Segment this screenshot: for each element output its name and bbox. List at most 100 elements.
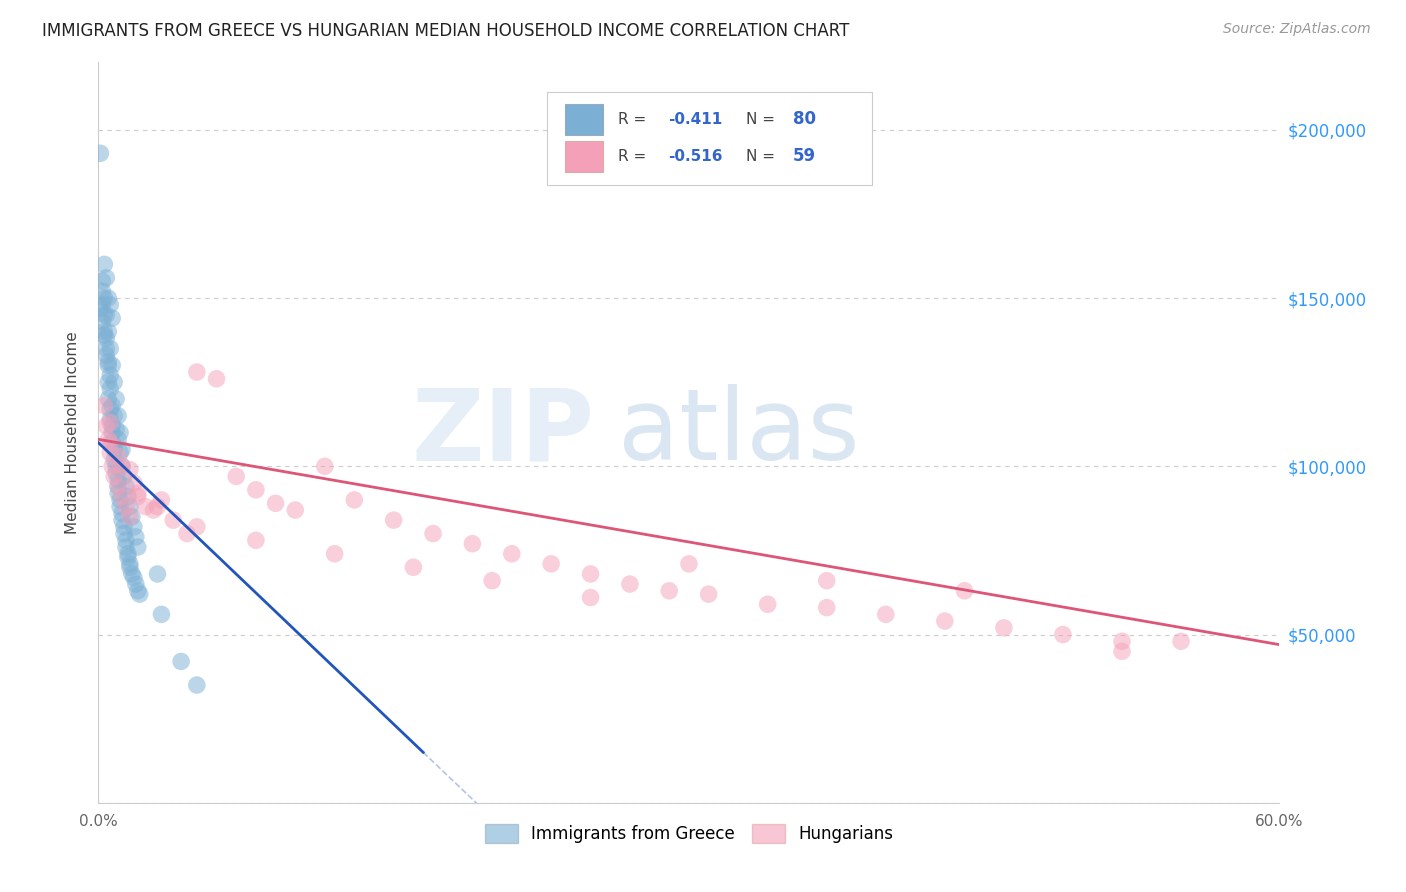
Point xyxy=(619,577,641,591)
Point xyxy=(108,492,131,507)
Point xyxy=(103,452,125,467)
Point xyxy=(314,459,336,474)
Point xyxy=(343,492,366,507)
Text: R =: R = xyxy=(619,112,651,127)
Point xyxy=(579,566,602,581)
Point xyxy=(122,476,145,491)
Point xyxy=(756,597,779,611)
Point xyxy=(127,540,149,554)
Point xyxy=(875,607,897,622)
Point xyxy=(111,513,134,527)
Point xyxy=(93,328,115,343)
Point xyxy=(934,614,956,628)
Point xyxy=(105,459,128,474)
Point xyxy=(93,399,115,413)
Point xyxy=(112,520,135,534)
Point xyxy=(111,507,134,521)
Point xyxy=(461,536,484,550)
Point xyxy=(540,557,562,571)
Point xyxy=(118,462,141,476)
Point xyxy=(284,503,307,517)
Point xyxy=(115,540,138,554)
Point xyxy=(107,479,129,493)
Point xyxy=(162,513,184,527)
Point xyxy=(96,270,118,285)
Point xyxy=(176,526,198,541)
Point xyxy=(118,560,141,574)
Point xyxy=(118,509,141,524)
Point xyxy=(501,547,523,561)
Point xyxy=(112,526,135,541)
Point xyxy=(108,500,131,514)
Point xyxy=(103,442,125,457)
Point xyxy=(107,409,129,423)
Point xyxy=(98,412,121,426)
Point xyxy=(382,513,405,527)
Point xyxy=(127,490,149,504)
Point xyxy=(121,566,143,581)
Text: 80: 80 xyxy=(793,111,815,128)
Point xyxy=(117,547,139,561)
Point xyxy=(678,557,700,571)
Point xyxy=(108,425,131,440)
Point xyxy=(170,655,193,669)
Point xyxy=(96,418,118,433)
Point xyxy=(98,435,121,450)
Point xyxy=(422,526,444,541)
Point xyxy=(186,678,208,692)
Text: atlas: atlas xyxy=(619,384,859,481)
Point xyxy=(91,274,114,288)
Point xyxy=(91,285,114,299)
Point xyxy=(245,533,267,548)
Text: N =: N = xyxy=(745,112,779,127)
Point xyxy=(89,301,111,315)
Point xyxy=(101,399,124,413)
Point xyxy=(815,600,838,615)
FancyBboxPatch shape xyxy=(565,103,603,135)
Point xyxy=(96,308,118,322)
FancyBboxPatch shape xyxy=(547,92,872,185)
Point xyxy=(402,560,425,574)
Point xyxy=(245,483,267,497)
Point xyxy=(93,308,115,322)
Point xyxy=(1052,627,1074,641)
Point xyxy=(815,574,838,588)
Point xyxy=(107,479,129,493)
Point xyxy=(150,607,173,622)
Point xyxy=(125,577,148,591)
Point xyxy=(97,375,120,389)
Point xyxy=(111,459,134,474)
Point xyxy=(101,435,124,450)
Point xyxy=(98,342,121,356)
Point xyxy=(111,459,134,474)
Point xyxy=(97,325,120,339)
Point xyxy=(105,466,128,480)
Point xyxy=(205,372,228,386)
Point xyxy=(98,382,121,396)
Point xyxy=(1111,634,1133,648)
Point xyxy=(98,402,121,417)
Point xyxy=(142,503,165,517)
Point xyxy=(93,257,115,271)
Point xyxy=(323,547,346,561)
Point xyxy=(97,359,120,373)
Point xyxy=(97,433,120,447)
Text: 59: 59 xyxy=(793,147,815,165)
Point xyxy=(1170,634,1192,648)
Point xyxy=(97,392,120,406)
Point xyxy=(112,469,135,483)
Point xyxy=(953,583,976,598)
Point xyxy=(103,469,125,483)
Point xyxy=(101,425,124,440)
Point xyxy=(579,591,602,605)
Point xyxy=(107,449,129,463)
Point xyxy=(98,368,121,383)
Point xyxy=(122,570,145,584)
Point xyxy=(186,520,208,534)
Point xyxy=(98,298,121,312)
Point xyxy=(150,492,173,507)
Point xyxy=(146,500,169,514)
Point xyxy=(96,348,118,362)
Point xyxy=(658,583,681,598)
Point xyxy=(264,496,287,510)
